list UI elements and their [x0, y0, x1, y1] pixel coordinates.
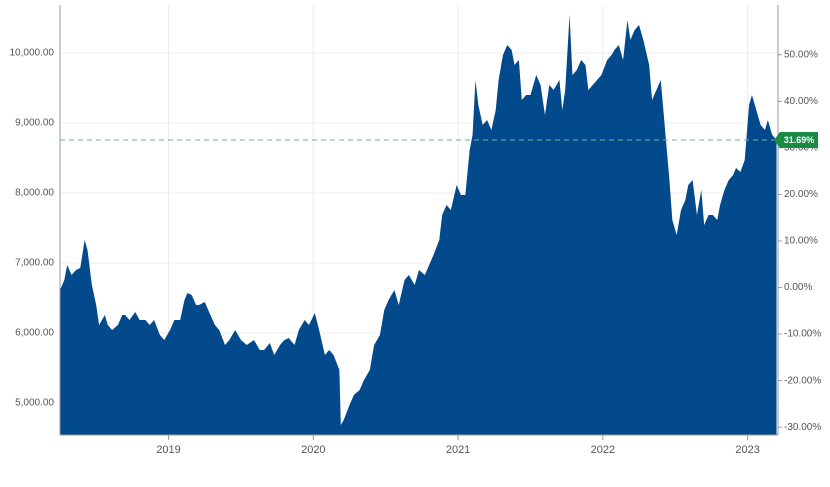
- y-tick-label: 5,000.00: [15, 398, 54, 409]
- y2-tick-label: 30.00%: [784, 143, 818, 154]
- y-tick-label: 8,000.00: [15, 188, 54, 199]
- x-tick-label: 2020: [301, 444, 325, 456]
- area: [60, 15, 777, 436]
- y2-tick-label: -20.00%: [784, 375, 821, 386]
- x-tick-label: 2019: [156, 444, 180, 456]
- x-tick-label: 2023: [735, 444, 759, 456]
- y-tick-label: 6,000.00: [15, 328, 54, 339]
- y2-tick-label: 10.00%: [784, 236, 818, 247]
- y2-tick-label: -30.00%: [784, 422, 821, 433]
- y-tick-label: 9,000.00: [15, 118, 54, 129]
- x-tick-label: 2022: [591, 444, 615, 456]
- y2-tick-label: -10.00%: [784, 329, 821, 340]
- y2-tick-label: 20.00%: [784, 189, 818, 200]
- reference-badge: [774, 132, 818, 149]
- y-tick-label: 10,000.00: [10, 48, 55, 59]
- y2-tick-label: 50.00%: [784, 49, 818, 60]
- y2-tick-label: 0.00%: [784, 282, 812, 293]
- y-tick-label: 7,000.00: [15, 258, 54, 269]
- y2-tick-label: 40.00%: [784, 96, 818, 107]
- reference-label: 31.69%: [784, 135, 815, 145]
- x-tick-label: 2021: [446, 444, 470, 456]
